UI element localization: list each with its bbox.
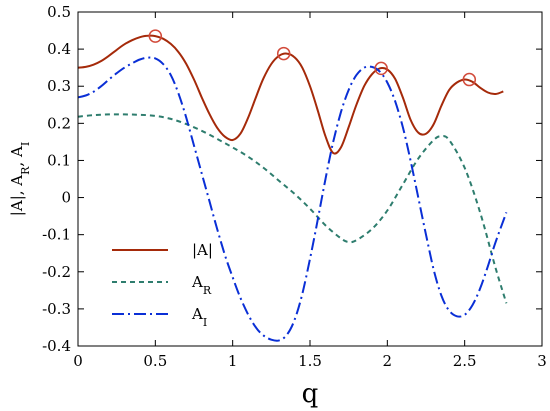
x-tick-label-4: 2: [383, 352, 393, 370]
x-tick-label-6: 3: [537, 352, 547, 370]
series-line-2: [77, 56, 508, 342]
x-axis-label: q: [302, 379, 319, 409]
series-line-0: [77, 34, 504, 155]
legend-label-0: |A|: [192, 241, 213, 259]
peak-marker-1: [276, 46, 291, 61]
x-tick-label-0: 0: [73, 352, 83, 370]
marker-layer: [148, 29, 477, 87]
x-tick-label-5: 2.5: [453, 352, 477, 370]
y-tick-label-4: 0.1: [47, 151, 71, 169]
legend: |A| AR AI: [112, 241, 213, 329]
peak-marker-3: [462, 72, 477, 87]
peak-marker-2: [374, 61, 388, 76]
x-tick-label-2: 1: [228, 352, 238, 370]
series-layer: [77, 34, 508, 342]
legend-label-1: AR: [191, 273, 212, 297]
y-tick-label-6: -0.1: [42, 226, 71, 244]
y-tick-label-3: 0.2: [47, 114, 71, 132]
y-tick-label-8: -0.3: [42, 300, 71, 318]
y-tick-label-5: 0: [61, 189, 71, 207]
peak-marker-0: [148, 29, 163, 43]
y-tick-label-0: 0.5: [47, 3, 71, 21]
tick-layer: 0 0.5 1 1.5 2 2.5 3 0.5 0.4 0.3 0.2 0.1 0 -0.1 -0.2 -0.…: [42, 3, 547, 370]
legend-label-2: AI: [191, 305, 207, 329]
y-tick-label-7: -0.2: [42, 263, 71, 281]
series-line-1: [77, 113, 508, 304]
x-tick-label-1: 0.5: [143, 352, 167, 370]
y-axis-label: |A|, AR, AI: [8, 142, 32, 216]
x-tick-label-3: 1.5: [298, 352, 322, 370]
y-tick-label-1: 0.4: [47, 40, 71, 58]
y-tick-label-2: 0.3: [47, 77, 71, 95]
y-tick-label-9: -0.4: [42, 337, 71, 355]
plot-frame: [77, 11, 543, 347]
